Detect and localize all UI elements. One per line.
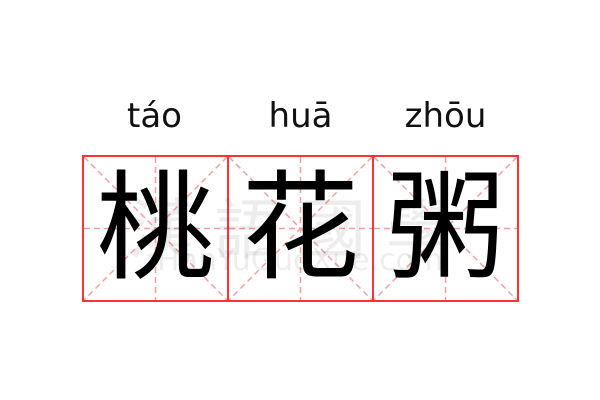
character-cell-1: 桃 xyxy=(82,155,229,302)
pinyin-1: táo xyxy=(127,96,182,136)
pinyin-2: huā xyxy=(268,96,333,136)
hanzi-3: 粥 xyxy=(386,159,505,297)
character-cell-3: 粥 xyxy=(372,155,519,302)
hanzi-2: 花 xyxy=(241,159,360,297)
hanzi-1: 桃 xyxy=(96,159,215,297)
character-grid: 桃 花 粥 漢語國學 HanYuGuoXue.com xyxy=(82,155,519,302)
guide-lines xyxy=(374,157,517,300)
guide-lines xyxy=(229,157,372,300)
guide-lines xyxy=(84,157,227,300)
pinyin-3: zhōu xyxy=(404,96,487,136)
character-cell-2: 花 xyxy=(227,155,374,302)
